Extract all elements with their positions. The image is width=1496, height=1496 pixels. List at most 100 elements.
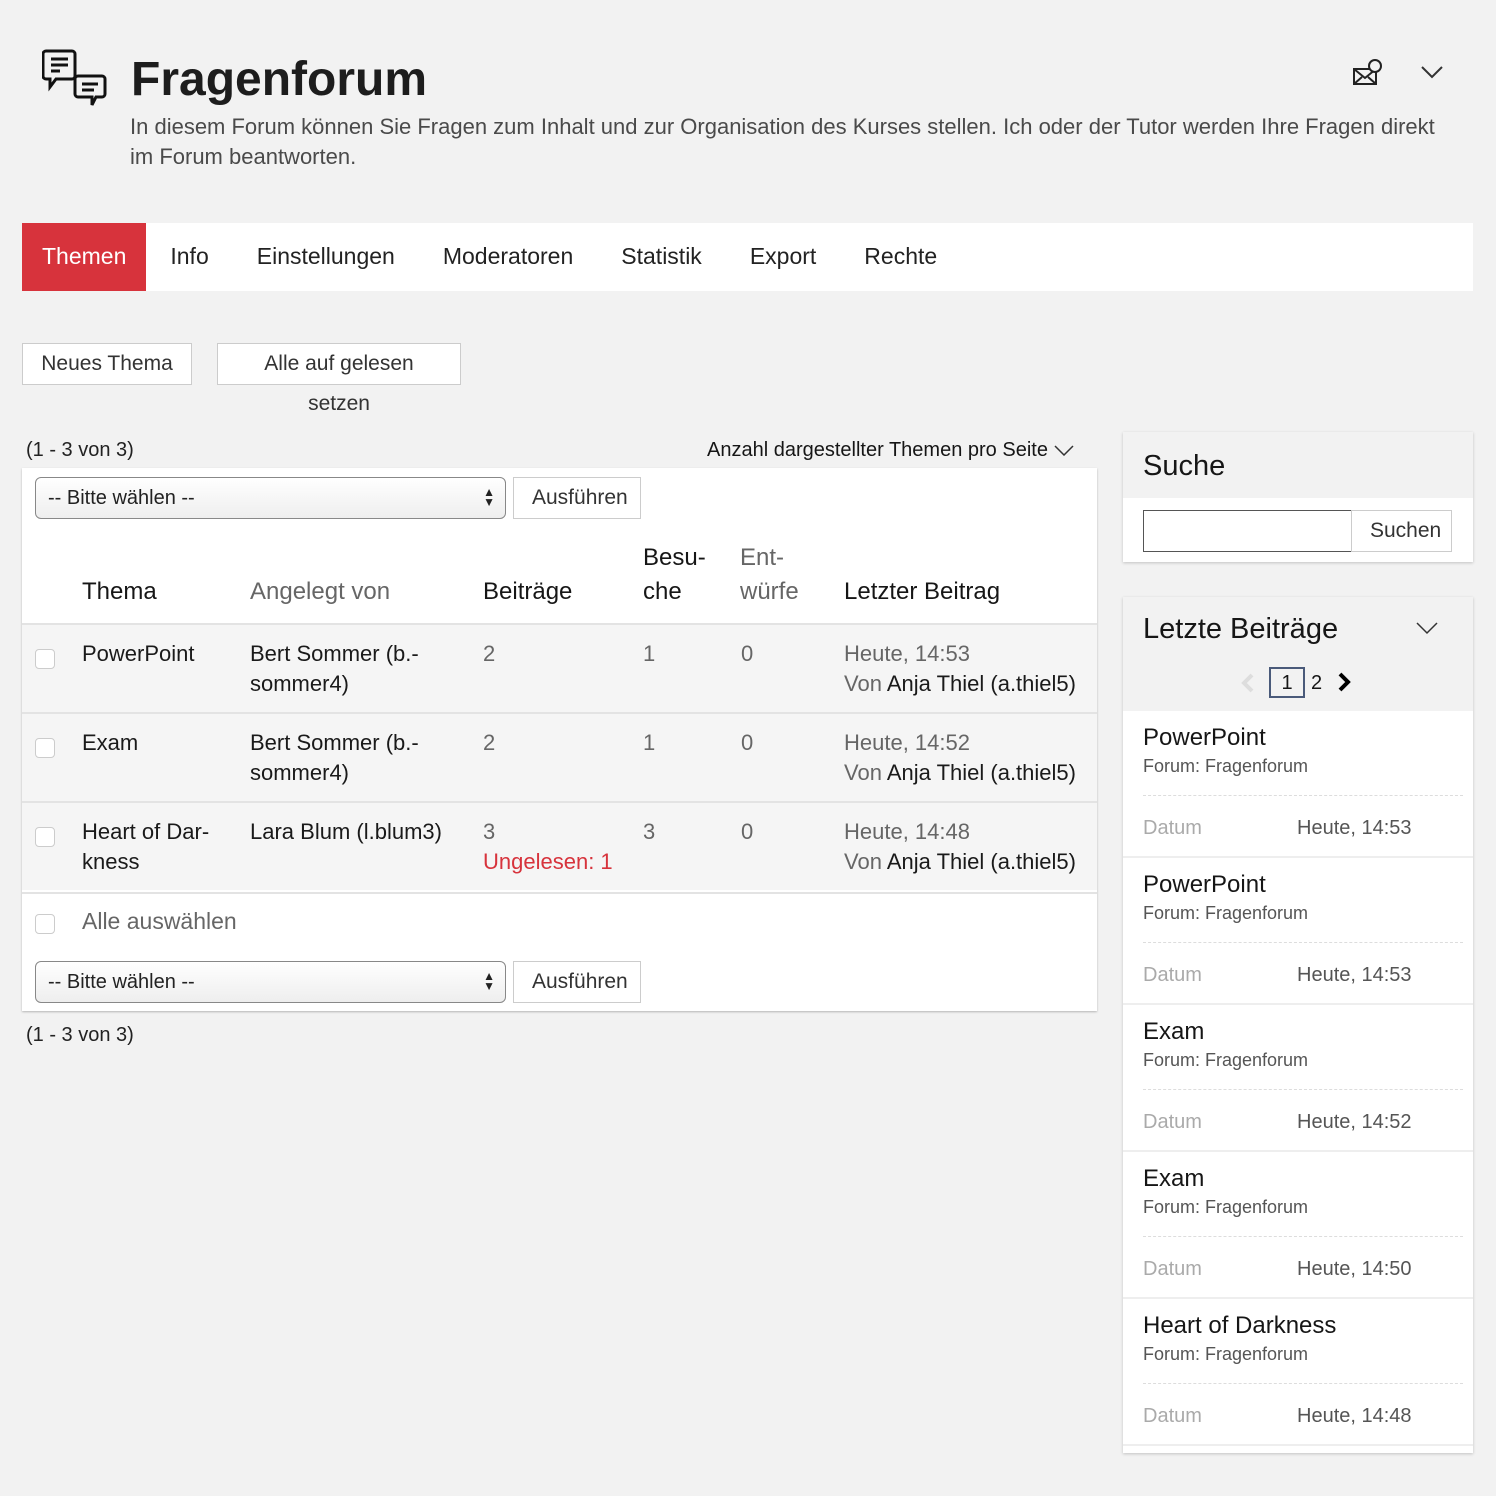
recent-post-title[interactable]: Heart of Darkness bbox=[1143, 1312, 1337, 1339]
posts-count: 2 bbox=[483, 728, 495, 758]
date-value: Heute, 14:53 bbox=[1297, 964, 1412, 986]
unread-count[interactable]: Ungelesen: 1 bbox=[483, 849, 613, 874]
recent-post-item[interactable]: PowerPoint Forum: Fragenforum Datum Heut… bbox=[1123, 711, 1473, 858]
page-title: Fragenforum bbox=[131, 53, 428, 106]
author-line: sommer4) bbox=[250, 760, 350, 785]
mark-all-read-button[interactable]: Alle auf gelesen setzen bbox=[217, 343, 461, 415]
topics-panel: -- Bitte wählen -- ▲ ▼ Ausführen Thema Ang… bbox=[22, 468, 1097, 1011]
chevron-left-icon bbox=[1241, 673, 1254, 693]
date-label: Datum bbox=[1143, 817, 1202, 839]
tab-einstellungen[interactable]: Einstellungen bbox=[256, 243, 395, 269]
bulk-action-select-bottom[interactable]: -- Bitte wählen -- ▲ ▼ bbox=[35, 961, 506, 1003]
search-input[interactable] bbox=[1143, 510, 1352, 552]
recent-post-item[interactable]: Exam Forum: Fragenforum Datum Heute, 14:… bbox=[1123, 1152, 1473, 1299]
von-label: Von bbox=[844, 760, 882, 785]
drafts-count: 0 bbox=[741, 641, 754, 666]
notification-mail-icon[interactable] bbox=[1352, 58, 1384, 88]
result-count-top: (1 - 3 von 3) bbox=[26, 439, 134, 461]
posts-count: 3 Ungelesen: 1 bbox=[483, 817, 613, 877]
select-arrows-icon: ▲ ▼ bbox=[483, 485, 495, 509]
date-value: Heute, 14:48 bbox=[1297, 1405, 1412, 1427]
date-label: Datum bbox=[1143, 1111, 1202, 1133]
recent-post-item[interactable]: Heart of Darkness Forum: Fragenforum Dat… bbox=[1123, 1299, 1473, 1446]
page-1-button[interactable]: 1 bbox=[1269, 667, 1305, 698]
tab-export[interactable]: Export bbox=[749, 243, 817, 269]
last-post-date[interactable]: Heute, 14:48 bbox=[844, 819, 970, 844]
author: Bert Sommer (b.- sommer4) bbox=[250, 728, 419, 788]
topic-link[interactable]: Exam bbox=[82, 728, 138, 758]
col-entwuerfe[interactable]: Ent-würfe bbox=[740, 541, 799, 609]
recent-post-title[interactable]: PowerPoint bbox=[1143, 871, 1266, 898]
divider bbox=[1143, 1089, 1463, 1090]
execute-button-top[interactable]: Ausführen bbox=[513, 477, 641, 519]
per-page-label: Anzahl dargestellter Themen pro Seite bbox=[707, 439, 1048, 461]
author: Bert Sommer (b.- sommer4) bbox=[250, 639, 419, 699]
von-label: Von bbox=[844, 671, 882, 696]
last-post-date[interactable]: Heute, 14:53 bbox=[844, 641, 970, 666]
last-post: Heute, 14:53 Von Anja Thiel (a.thiel5) bbox=[844, 639, 1076, 699]
chevron-down-icon[interactable] bbox=[1420, 64, 1444, 80]
col-letzter-beitrag[interactable]: Letzter Beitrag bbox=[844, 578, 1001, 605]
divider bbox=[1143, 1236, 1463, 1237]
topic-link[interactable]: PowerPoint bbox=[82, 639, 195, 669]
recent-post-title[interactable]: Exam bbox=[1143, 1018, 1205, 1045]
select-value: -- Bitte wählen -- bbox=[48, 971, 195, 993]
author-line: Bert Sommer (b.- bbox=[250, 641, 419, 666]
recent-post-forum: Forum: Fragenforum bbox=[1143, 1197, 1309, 1217]
von-label: Von bbox=[844, 849, 882, 874]
row-checkbox[interactable] bbox=[35, 649, 55, 669]
col-label: che bbox=[643, 578, 682, 605]
date-label: Datum bbox=[1143, 1405, 1202, 1427]
visits-count: 1 bbox=[643, 730, 656, 755]
recent-posts-title: Letzte Beiträge bbox=[1143, 613, 1339, 645]
recent-post-forum: Forum: Fragenforum bbox=[1143, 903, 1309, 923]
chevron-down-icon[interactable] bbox=[1415, 621, 1439, 635]
chevron-right-icon[interactable] bbox=[1337, 672, 1351, 692]
result-count-bottom: (1 - 3 von 3) bbox=[26, 1024, 134, 1046]
col-thema[interactable]: Thema bbox=[82, 578, 157, 605]
date-value: Heute, 14:53 bbox=[1297, 817, 1412, 839]
col-label: Besu- bbox=[643, 544, 706, 571]
col-angelegt-von[interactable]: Angelegt von bbox=[250, 578, 391, 605]
select-all-checkbox[interactable] bbox=[35, 914, 55, 934]
table-row: Exam Bert Sommer (b.- sommer4) 2 1 0 Heut… bbox=[22, 712, 1097, 801]
divider bbox=[1143, 942, 1463, 943]
topic-link[interactable]: Heart of Dar-kness bbox=[82, 817, 209, 877]
row-checkbox[interactable] bbox=[35, 827, 55, 847]
new-topic-button[interactable]: Neues Thema bbox=[22, 343, 192, 385]
recent-post-forum: Forum: Fragenforum bbox=[1143, 1050, 1309, 1070]
recent-post-forum: Forum: Fragenforum bbox=[1143, 1344, 1309, 1364]
drafts-count: 0 bbox=[741, 730, 754, 755]
tab-bar: Themen Info Einstellungen Moderatoren St… bbox=[22, 223, 1473, 291]
select-all-row: Alle auswählen bbox=[22, 892, 1097, 952]
tab-rechte[interactable]: Rechte bbox=[864, 243, 938, 269]
tab-themen[interactable]: Themen bbox=[22, 223, 147, 291]
posts-value: 2 bbox=[483, 730, 496, 755]
recent-post-forum: Forum: Fragenforum bbox=[1143, 756, 1309, 776]
tab-info[interactable]: Info bbox=[170, 243, 209, 269]
execute-button-bottom[interactable]: Ausführen bbox=[513, 961, 641, 1003]
date-value: Heute, 14:52 bbox=[1297, 1111, 1412, 1133]
col-besuche[interactable]: Besu-che bbox=[643, 541, 706, 609]
col-beitraege[interactable]: Beiträge bbox=[483, 578, 573, 605]
last-post-author: Anja Thiel (a.thiel5) bbox=[886, 671, 1076, 696]
author-line: sommer4) bbox=[250, 671, 350, 696]
tab-moderatoren[interactable]: Moderatoren bbox=[442, 243, 574, 269]
per-page-dropdown[interactable]: Anzahl dargestellter Themen pro Seite bbox=[707, 439, 1074, 462]
page-2-button[interactable]: 2 bbox=[1311, 672, 1323, 694]
bulk-action-select-top[interactable]: -- Bitte wählen -- ▲ ▼ bbox=[35, 477, 506, 519]
divider bbox=[1143, 1383, 1463, 1384]
topic-title: PowerPoint bbox=[82, 641, 195, 666]
last-post: Heute, 14:52 Von Anja Thiel (a.thiel5) bbox=[844, 728, 1076, 788]
select-arrows-icon: ▲ ▼ bbox=[483, 969, 495, 993]
tab-statistik[interactable]: Statistik bbox=[621, 243, 702, 269]
row-checkbox[interactable] bbox=[35, 738, 55, 758]
recent-post-title[interactable]: PowerPoint bbox=[1143, 724, 1266, 751]
recent-post-item[interactable]: PowerPoint Forum: Fragenforum Datum Heut… bbox=[1123, 858, 1473, 1005]
search-button[interactable]: Suchen bbox=[1351, 510, 1452, 552]
posts-value: 2 bbox=[483, 641, 496, 666]
recent-post-item[interactable]: Exam Forum: Fragenforum Datum Heute, 14:… bbox=[1123, 1005, 1473, 1152]
last-post-date[interactable]: Heute, 14:52 bbox=[844, 730, 970, 755]
recent-post-title[interactable]: Exam bbox=[1143, 1165, 1205, 1192]
topic-title: Exam bbox=[82, 730, 139, 755]
